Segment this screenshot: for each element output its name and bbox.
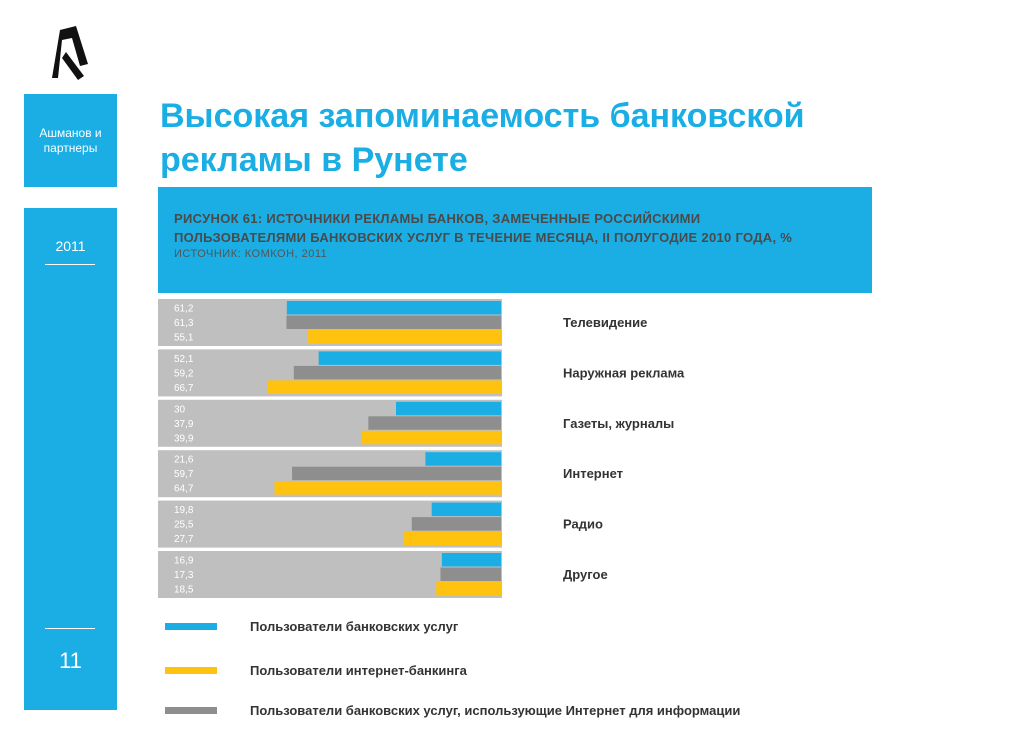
- bar-value-label: 59,7: [174, 469, 194, 480]
- bar-value-label: 37,9: [174, 419, 194, 430]
- bar: [292, 466, 501, 481]
- figure-caption-line2: ПОЛЬЗОВАТЕЛЯМИ БАНКОВСКИХ УСЛУГ В ТЕЧЕНИ…: [174, 230, 793, 245]
- bar-value-label: 64,7: [174, 484, 194, 495]
- bar-value-label: 52,1: [174, 354, 194, 365]
- sidebar-company-box: Ашманов и партнеры: [24, 94, 117, 187]
- bar: [267, 380, 501, 394]
- legend-item: Пользователи банковских услуг: [165, 616, 458, 636]
- legend-swatch: [165, 622, 217, 630]
- slide-title: Высокая запоминаемость банковской реклам…: [160, 97, 805, 179]
- bar: [441, 553, 501, 567]
- bar: [436, 582, 501, 596]
- bar: [431, 502, 501, 517]
- bar: [361, 430, 501, 445]
- bar: [286, 301, 501, 315]
- bar: [286, 315, 501, 329]
- legend-label: Пользователи банковских услуг: [250, 618, 459, 634]
- bar-value-label: 61,3: [174, 318, 194, 329]
- bar: [318, 351, 501, 365]
- bar-value-label: 17,3: [174, 570, 194, 581]
- sidebar-year: 2011: [55, 238, 86, 254]
- category-label: Другое: [563, 567, 608, 582]
- legend-item: Пользователи интернет-банкинга: [165, 660, 467, 680]
- bar-value-label: 39,9: [174, 433, 194, 444]
- bar-value-label: 18,5: [174, 585, 194, 596]
- bar-value-label: 59,2: [174, 368, 194, 379]
- company-name: Ашманов и партнеры: [39, 125, 102, 155]
- bar: [274, 481, 501, 495]
- bar-value-label: 16,9: [174, 556, 194, 567]
- bar-value-label: 66,7: [174, 383, 194, 394]
- sidebar-divider-bottom: [45, 628, 95, 629]
- figure-source: ИСТОЧНИК: КОМКОН, 2011: [174, 248, 328, 260]
- bar-value-label: 21,6: [174, 455, 194, 466]
- legend-label: Пользователи банковских услуг, использую…: [250, 702, 741, 718]
- figure-caption-banner: РИСУНОК 61: ИСТОЧНИКИ РЕКЛАМЫ БАНКОВ, ЗА…: [158, 187, 872, 293]
- bar-value-label: 30: [174, 404, 186, 415]
- legend-label: Пользователи интернет-банкинга: [250, 662, 467, 678]
- page-number: 11: [59, 648, 82, 673]
- bar: [440, 567, 501, 581]
- bar-value-label: 19,8: [174, 505, 194, 516]
- bar-value-label: 61,2: [174, 304, 194, 315]
- bar-value-label: 25,5: [174, 520, 194, 531]
- bar: [396, 401, 501, 416]
- figure-caption-line1: РИСУНОК 61: ИСТОЧНИКИ РЕКЛАМЫ БАНКОВ, ЗА…: [174, 211, 701, 226]
- sidebar-divider-top: [45, 264, 95, 265]
- bar: [308, 330, 501, 344]
- category-label: Радио: [563, 517, 603, 532]
- bar: [425, 452, 501, 466]
- bar: [293, 365, 501, 380]
- bar: [404, 531, 501, 546]
- legend-swatch: [165, 666, 217, 674]
- category-label: Газеты, журналы: [563, 416, 674, 431]
- bar-value-label: 55,1: [174, 333, 194, 344]
- category-label: Наружная реклама: [563, 365, 685, 380]
- legend-swatch: [165, 706, 217, 714]
- bar: [368, 416, 501, 430]
- sidebar-main-panel: 2011 11: [24, 208, 117, 710]
- category-label: Телевидение: [563, 315, 647, 330]
- legend-item: Пользователи банковских услуг, использую…: [165, 700, 740, 720]
- bar: [411, 517, 501, 531]
- bar-value-label: 27,7: [174, 534, 194, 545]
- category-label: Интернет: [563, 466, 623, 481]
- logo-icon: [52, 26, 88, 80]
